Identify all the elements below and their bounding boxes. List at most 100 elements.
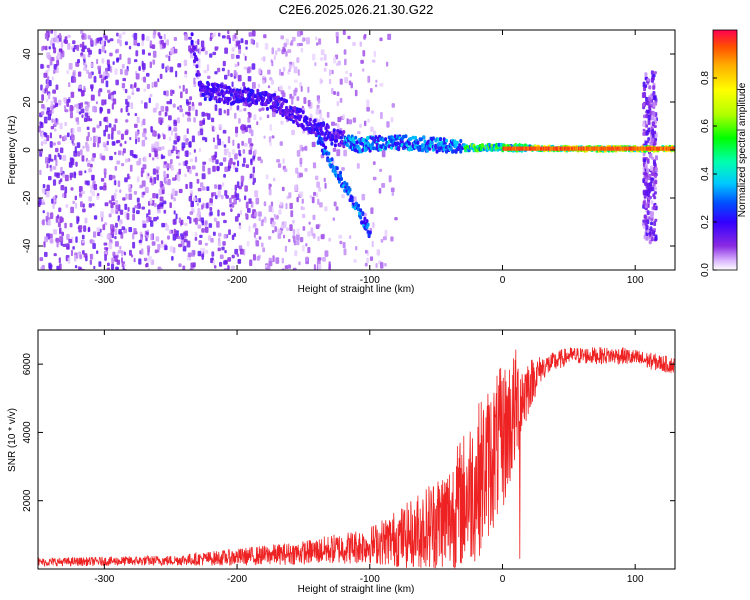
heatmap-cell — [250, 38, 254, 45]
heatmap-cell — [227, 69, 230, 77]
heatmap-cell — [400, 143, 404, 148]
heatmap-cell — [46, 64, 50, 68]
heatmap-cell — [328, 78, 332, 85]
heatmap-cell — [252, 82, 256, 89]
heatmap-cell — [271, 101, 275, 106]
heatmap-cell — [121, 226, 126, 230]
heatmap-cell — [243, 66, 248, 70]
heatmap-cell — [647, 187, 651, 194]
heatmap-cell — [82, 45, 85, 53]
heatmap-cell — [238, 153, 242, 157]
heatmap-cell — [644, 171, 647, 176]
heatmap-cell — [57, 214, 60, 219]
heatmap-cell — [88, 49, 92, 55]
heatmap-cell — [64, 174, 69, 182]
heatmap-cell — [122, 197, 126, 201]
heatmap-cell — [204, 226, 209, 233]
heatmap-cell — [336, 101, 340, 107]
heatmap-cell — [88, 196, 92, 202]
heatmap-cell — [93, 135, 96, 143]
heatmap-cell — [335, 62, 340, 66]
heatmap-cell — [380, 239, 384, 243]
heatmap-cell — [49, 167, 53, 172]
heatmap-cell — [258, 236, 262, 240]
heatmap-cell — [51, 57, 55, 62]
heatmap-cell — [107, 262, 110, 267]
heatmap-cell — [261, 102, 265, 107]
heatmap-cell — [397, 146, 401, 150]
heatmap-cell — [58, 179, 61, 185]
heatmap-cell — [384, 145, 388, 150]
heatmap-cell — [157, 243, 161, 250]
heatmap-cell — [408, 141, 411, 146]
heatmap-cell — [149, 93, 153, 98]
heatmap-cell — [285, 227, 290, 231]
heatmap-cell — [39, 122, 44, 129]
heatmap-cell — [336, 91, 340, 97]
heatmap-cell — [230, 53, 235, 59]
heatmap-cell — [245, 201, 249, 209]
heatmap-cell — [91, 190, 95, 197]
heatmap-cell — [119, 39, 122, 47]
heatmap-cell — [176, 117, 180, 124]
snr-line — [38, 347, 675, 569]
heatmap-cell — [107, 39, 111, 43]
heatmap-cell — [97, 65, 102, 70]
heatmap-cell — [81, 155, 85, 162]
heatmap-cell — [220, 84, 224, 89]
heatmap-cell — [42, 210, 45, 214]
heatmap-cell — [326, 125, 330, 129]
heatmap-cell — [59, 147, 64, 154]
heatmap-cell — [190, 200, 194, 208]
heatmap-cell — [258, 211, 262, 217]
heatmap-cell — [238, 109, 243, 112]
heatmap-cell — [106, 267, 110, 270]
heatmap-cell — [172, 247, 176, 254]
heatmap-cell — [255, 99, 259, 104]
heatmap-cell — [345, 143, 349, 147]
heatmap-cell — [80, 30, 84, 34]
colorbar-gradient — [712, 29, 738, 271]
heatmap-cell — [100, 40, 105, 46]
heatmap-cell — [171, 188, 175, 196]
heatmap-cell — [375, 79, 378, 83]
heatmap-cell — [104, 35, 108, 41]
heatmap-cell — [282, 158, 285, 164]
heatmap-cell — [304, 145, 308, 151]
heatmap-cell — [41, 104, 45, 109]
heatmap-cell — [108, 123, 112, 128]
heatmap-cell — [365, 144, 368, 149]
heatmap-cell — [390, 117, 394, 123]
heatmap-cell — [98, 261, 102, 267]
heatmap-cell — [283, 234, 285, 239]
spectrogram-heatmap — [38, 30, 675, 270]
heatmap-cell — [159, 196, 164, 202]
heatmap-cell — [297, 69, 300, 76]
heatmap-cell — [219, 261, 223, 267]
heatmap-cell — [202, 136, 206, 141]
heatmap-cell — [240, 92, 244, 97]
heatmap-cell — [56, 38, 60, 44]
heatmap-cell — [127, 207, 130, 212]
heatmap-cell — [209, 88, 213, 92]
heatmap-cell — [78, 85, 82, 89]
heatmap-cell — [48, 154, 52, 161]
heatmap-cell — [214, 265, 217, 269]
heatmap-cell — [366, 257, 369, 264]
heatmap-cell — [268, 236, 272, 240]
heatmap-cell — [104, 146, 109, 151]
heatmap-cell — [204, 50, 208, 55]
heatmap-cell — [275, 109, 279, 114]
heatmap-cell — [194, 232, 198, 238]
heatmap-cell — [223, 148, 228, 156]
heatmap-cell — [184, 74, 188, 78]
heatmap-cell — [97, 90, 101, 97]
colorbar-tick-label: 0.0 — [700, 263, 711, 277]
heatmap-cell — [112, 202, 116, 206]
heatmap-cell — [122, 31, 126, 35]
heatmap-cell — [81, 90, 85, 97]
heatmap-cell — [229, 203, 232, 208]
heatmap-cell — [86, 180, 90, 186]
heatmap-cell — [59, 122, 63, 130]
heatmap-cell — [363, 216, 367, 221]
